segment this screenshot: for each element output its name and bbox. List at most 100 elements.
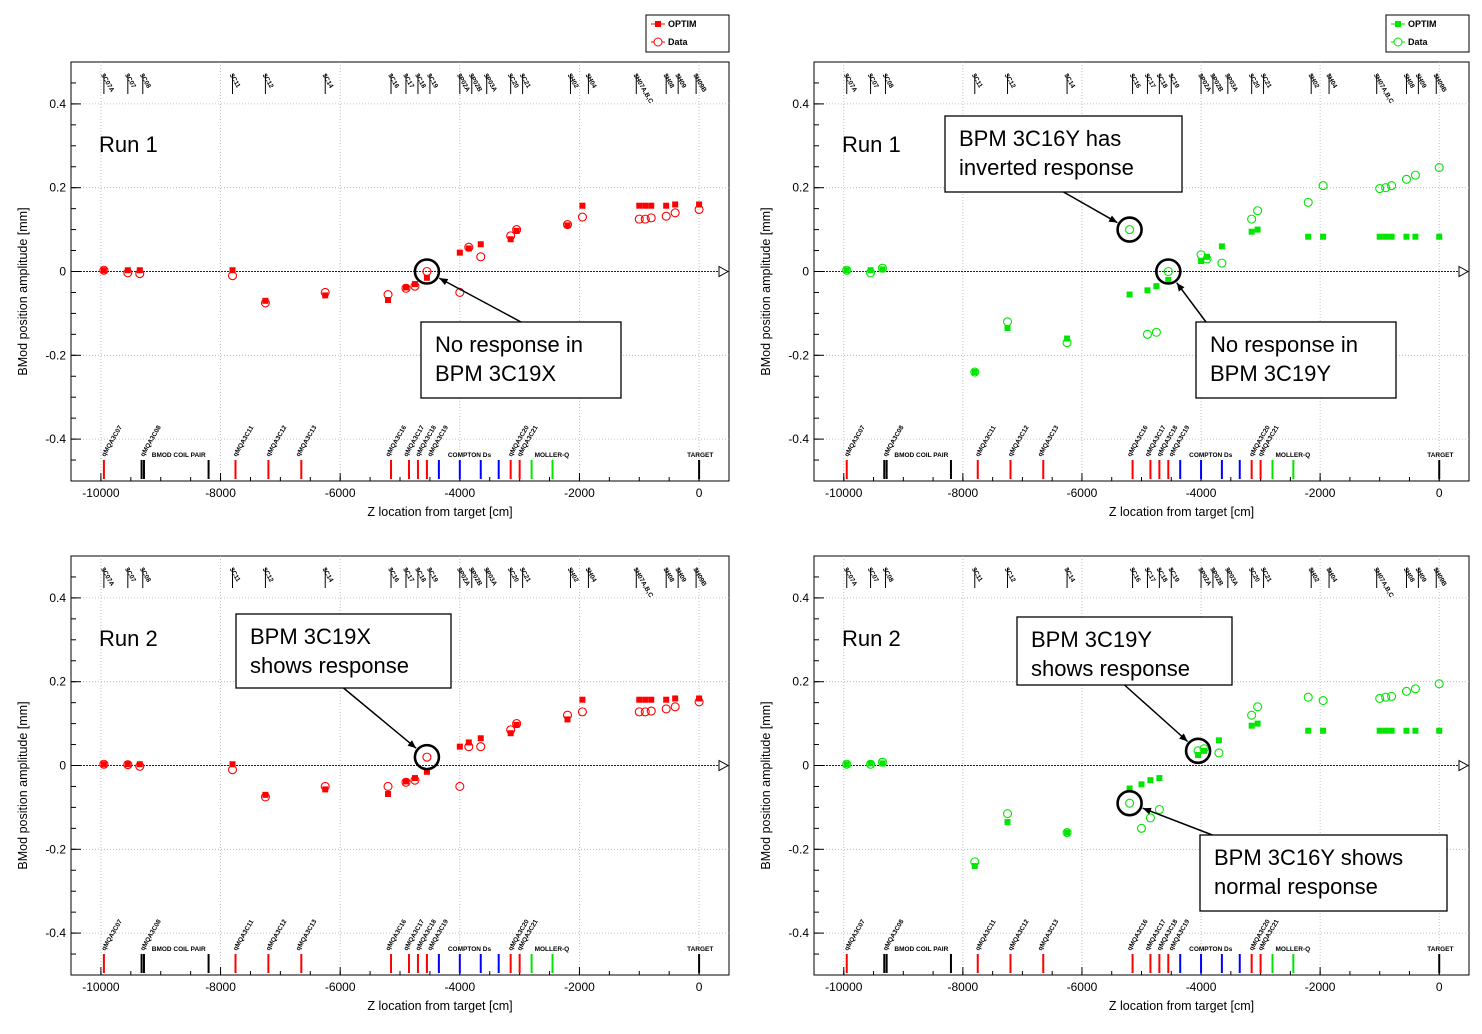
data-point (1401, 174, 1412, 184)
annotation-text: normal response (1214, 874, 1378, 899)
y-tick-label: -0.2 (788, 842, 809, 856)
data-point (422, 752, 432, 762)
data-point (320, 781, 330, 792)
optim-point (1004, 325, 1011, 332)
data-point (577, 707, 587, 717)
data-point (401, 777, 411, 787)
annotation-circle (1116, 789, 1143, 817)
optim-point (385, 296, 392, 303)
optim-point (843, 267, 850, 274)
annotation-arrowhead (1108, 215, 1118, 223)
legend-data-label: Data (1408, 37, 1429, 47)
optim-point (1403, 233, 1410, 240)
data-point (476, 742, 486, 752)
optim-point (1218, 243, 1225, 250)
data-point (476, 252, 486, 262)
optim-point (579, 202, 586, 209)
data-point (1214, 748, 1224, 758)
annotation-text: shows response (1031, 656, 1190, 681)
data-point (1375, 183, 1385, 194)
data-point (1434, 163, 1444, 173)
run-label: Run 2 (842, 626, 901, 651)
optim-point (1388, 727, 1395, 734)
data-point (646, 213, 656, 223)
optim-point (1320, 233, 1327, 240)
annotation-text: No response in (435, 332, 583, 357)
bottom-element-label: MOLLER-Q (1275, 946, 1310, 953)
legend-data-label: Data (668, 37, 689, 47)
data-point (1318, 181, 1328, 191)
x-tick-label: -4000 (444, 980, 475, 994)
optim-point (1305, 233, 1312, 240)
x-tick-label: -2000 (564, 486, 595, 500)
legend-optim-marker (655, 21, 661, 27)
optim-point (262, 791, 269, 798)
chart-panel-2: -10000 -8000 -6000 -4000 -2000 0 -0.4 -0.2 0 0.2 0… (759, 14, 1470, 519)
x-tick-label: -10000 (825, 486, 863, 500)
optim-point (867, 760, 874, 767)
optim-point (1126, 785, 1133, 792)
data-point (512, 225, 522, 235)
data-point (512, 719, 522, 729)
data-point (320, 287, 330, 298)
data-point (455, 781, 465, 792)
optim-point (672, 201, 679, 208)
data-point (670, 208, 680, 218)
x-tick-label: -2000 (1305, 980, 1336, 994)
optim-point (1254, 226, 1261, 233)
optim-point (1412, 727, 1419, 734)
optim-point (672, 695, 679, 702)
annotation-circle (413, 258, 441, 285)
optim-point (507, 730, 514, 737)
optim-point (136, 761, 143, 768)
annotation-circle (1154, 258, 1182, 285)
optim-point (124, 267, 131, 274)
y-tick-label: 0.2 (49, 675, 66, 689)
data-point (1401, 686, 1412, 696)
optim-point (867, 267, 874, 274)
y-tick-label: 0.4 (792, 591, 809, 605)
optim-point (1215, 737, 1222, 744)
annotation-circle (1116, 216, 1143, 243)
optim-point (1248, 722, 1255, 729)
legend-box (645, 14, 730, 53)
x-tick-label: -2000 (564, 980, 595, 994)
annotation-box (1195, 321, 1397, 399)
bottom-element-label: COMPTON Ds (448, 452, 492, 459)
data-point (422, 266, 432, 277)
optim-point (1320, 727, 1327, 734)
optim-point (879, 266, 886, 273)
data-point (694, 204, 704, 215)
data-point (562, 710, 573, 720)
data-point (464, 242, 474, 252)
optim-point (1382, 233, 1389, 240)
data-point (1253, 206, 1263, 216)
data-point (970, 367, 980, 377)
data-point (877, 263, 888, 273)
data-point (646, 706, 656, 716)
y-tick-label: -0.4 (788, 432, 809, 446)
data-point (1375, 693, 1385, 704)
optim-point (971, 369, 978, 376)
x-tick-label: -8000 (948, 980, 979, 994)
data-point (1002, 809, 1013, 819)
optim-point (513, 227, 520, 234)
optim-point (564, 222, 571, 229)
data-point (383, 289, 393, 300)
data-point (260, 792, 270, 802)
data-point (866, 759, 876, 769)
optim-point (843, 761, 850, 768)
annotation-text: BPM 3C19Y (1210, 361, 1331, 386)
annotation-arrowhead (1142, 807, 1152, 815)
annotation-box (944, 115, 1183, 193)
optim-point (1254, 720, 1261, 727)
data-point (1142, 329, 1153, 339)
y-tick-label: 0 (59, 759, 66, 773)
data-point (1199, 744, 1209, 754)
data-point (464, 742, 474, 752)
annotation-text: No response in (1210, 332, 1358, 357)
data-point (1434, 679, 1444, 689)
optim-point (136, 267, 143, 274)
x-tick-label: -6000 (1067, 486, 1098, 500)
data-point (1154, 804, 1164, 815)
